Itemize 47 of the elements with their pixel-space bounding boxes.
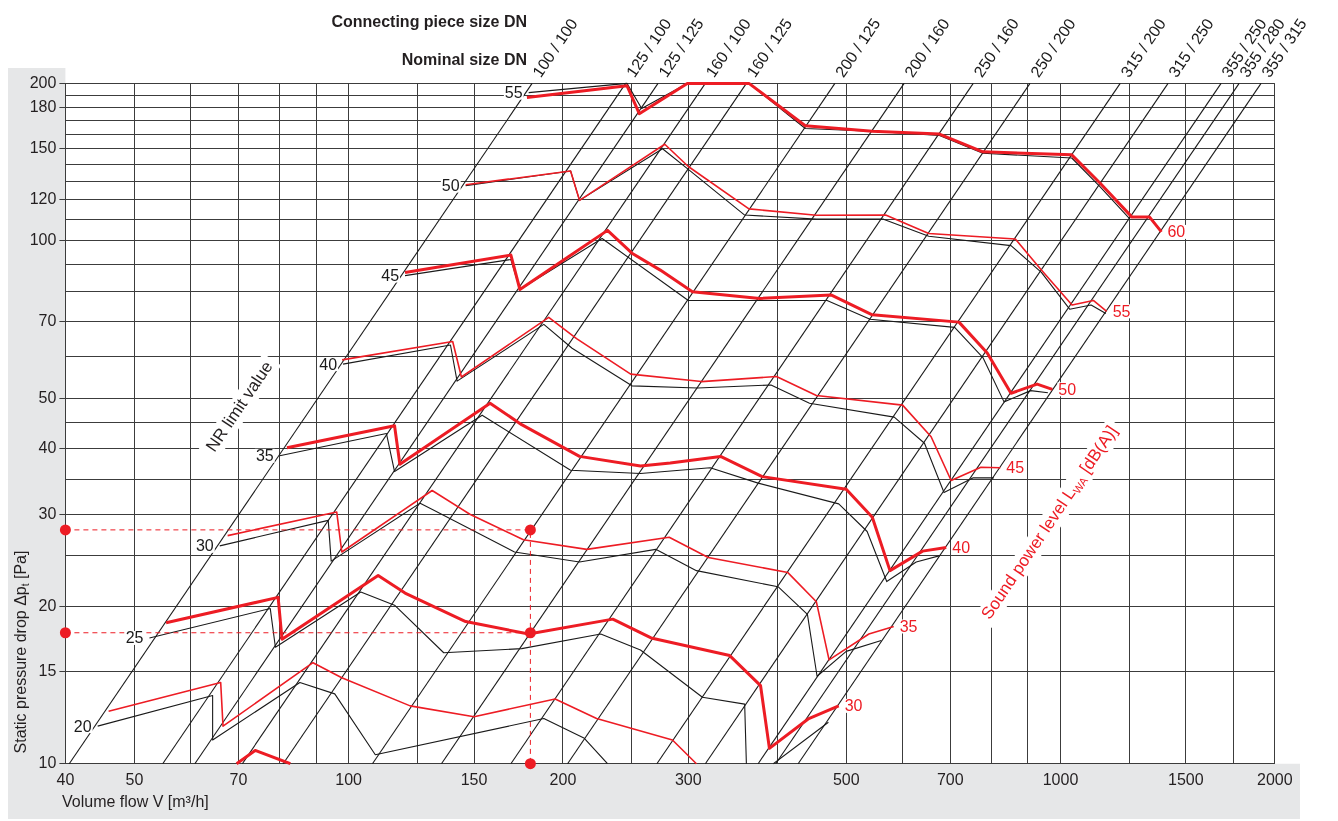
series-label: 20 <box>73 717 92 735</box>
y-tick-label: 20 <box>38 596 57 614</box>
x-tick-label: 700 <box>936 770 964 788</box>
y-tick-label: 150 <box>29 139 57 157</box>
x-tick-label: 150 <box>460 770 488 788</box>
y-tick-label: 180 <box>29 97 57 115</box>
y-tick-label: 50 <box>38 388 57 406</box>
text: 250 / 200 <box>1027 15 1079 81</box>
x-tick-label: 70 <box>229 770 248 788</box>
series-label: 35 <box>899 617 918 635</box>
text: Connecting piece size DN <box>331 13 527 31</box>
x-tick-label: 50 <box>125 770 144 788</box>
series-label: 50 <box>441 177 460 195</box>
y-tick-label: 200 <box>29 73 57 91</box>
y-tick-label: 100 <box>29 231 57 249</box>
series-label: 40 <box>319 355 338 373</box>
y-tick-label: 30 <box>38 504 57 522</box>
series-label: 30 <box>195 537 214 555</box>
y-tick-label: 70 <box>38 312 57 330</box>
x-tick-label: 200 <box>549 770 577 788</box>
series-label: 50 <box>1058 380 1077 398</box>
x-tick-label: 100 <box>335 770 363 788</box>
x-tick-label: 500 <box>832 770 860 788</box>
x-tick-label: 40 <box>56 770 75 788</box>
y-tick-label: 10 <box>38 754 57 772</box>
text: 100 / 100 <box>529 15 581 81</box>
series-label: 45 <box>381 266 400 284</box>
series-label: 35 <box>255 447 274 465</box>
series-label: 55 <box>504 84 523 102</box>
text: 200 / 160 <box>901 15 953 81</box>
text: Nominal size DN <box>401 51 527 69</box>
y-tick-label: 40 <box>38 439 57 457</box>
text: 200 / 125 <box>832 15 884 81</box>
series-label: 40 <box>952 538 971 556</box>
text: 250 / 160 <box>970 15 1022 81</box>
series-label: 30 <box>844 697 863 715</box>
x-tick-label: 1500 <box>1168 770 1204 788</box>
x-axis-title: Volume flow V [m³/h] <box>62 793 209 811</box>
series-label: 25 <box>125 629 144 647</box>
x-tick-label: 2000 <box>1257 770 1293 788</box>
series-label: 55 <box>1112 302 1131 320</box>
x-tick-label: 1000 <box>1042 770 1079 788</box>
series-label: 60 <box>1167 223 1186 241</box>
y-tick-label: 15 <box>38 662 57 680</box>
series-label: 45 <box>1006 459 1025 477</box>
x-tick-label: 300 <box>674 770 702 788</box>
y-tick-label: 120 <box>29 189 57 207</box>
